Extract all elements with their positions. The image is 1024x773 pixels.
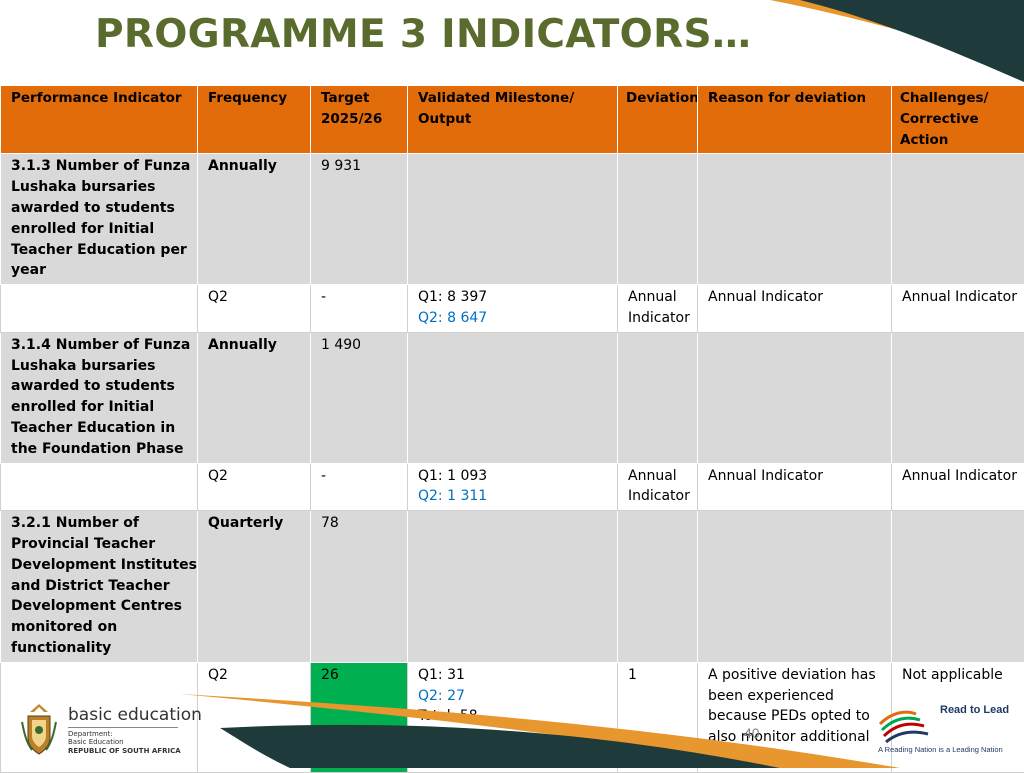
coat-of-arms-icon <box>18 702 60 758</box>
logo-country: REPUBLIC OF SOUTH AFRICA <box>68 747 202 756</box>
deviation-reason: Annual Indicator <box>698 285 892 333</box>
header-performance-indicator: Performance Indicator <box>1 86 198 154</box>
logo-dept-line-2: Basic Education <box>68 738 202 747</box>
deviation-value: Annual Indicator <box>618 285 698 333</box>
indicators-table: Performance Indicator Frequency Target 2… <box>0 85 1024 773</box>
read-to-lead-logo: Read to Lead A Reading Nation is a Leadi… <box>876 700 1016 760</box>
basic-education-logo: basic education Department: Basic Educat… <box>18 700 202 760</box>
page-number: 40 <box>744 725 760 741</box>
empty-cell <box>698 154 892 285</box>
milestone-q1: Q1: 31 <box>418 665 613 686</box>
empty-cell <box>618 154 698 285</box>
indicator-frequency: Annually <box>198 154 311 285</box>
empty-cell <box>618 332 698 463</box>
header-validated-milestone: Validated Milestone/ Output <box>408 86 618 154</box>
read-to-lead-tagline: A Reading Nation is a Leading Nation <box>878 745 1003 754</box>
deviation-reason: Annual Indicator <box>698 463 892 511</box>
milestone-q2: Q2: 8 647 <box>418 308 613 329</box>
milestone-q1: Q1: 8 397 <box>418 287 613 308</box>
indicator-name: 3.1.4 Number of Funza Lushaka bursaries … <box>1 332 198 463</box>
milestone-q1: Q1: 1 093 <box>418 466 613 487</box>
empty-cell <box>892 154 1024 285</box>
page-title: PROGRAMME 3 INDICATORS… <box>95 12 751 57</box>
header-deviation: Deviation <box>618 86 698 154</box>
open-book-icon <box>876 700 946 744</box>
empty-cell <box>698 332 892 463</box>
table-row: Q2 - Q1: 8 397 Q2: 8 647 Annual Indicato… <box>1 285 1024 333</box>
logo-dept-line-1: Department: <box>68 730 202 739</box>
header-challenges: Challenges/ Corrective Action <box>892 86 1024 154</box>
header-target: Target 2025/26 <box>311 86 408 154</box>
quarter-target: - <box>311 463 408 511</box>
indicator-target: 78 <box>311 511 408 663</box>
quarter-target: - <box>311 285 408 333</box>
empty-cell <box>698 511 892 663</box>
header-reason: Reason for deviation <box>698 86 892 154</box>
empty-cell <box>408 511 618 663</box>
challenges-text: Annual Indicator <box>892 285 1024 333</box>
logo-main-text: basic education <box>68 705 202 725</box>
quarter-period: Q2 <box>198 285 311 333</box>
table-header-row: Performance Indicator Frequency Target 2… <box>1 86 1024 154</box>
milestone-cell: Q1: 1 093 Q2: 1 311 <box>408 463 618 511</box>
quarter-period: Q2 <box>198 463 311 511</box>
header-frequency: Frequency <box>198 86 311 154</box>
milestone-cell: Q1: 8 397 Q2: 8 647 <box>408 285 618 333</box>
empty-cell <box>892 332 1024 463</box>
table-row: Q2 - Q1: 1 093 Q2: 1 311 Annual Indicato… <box>1 463 1024 511</box>
indicator-target: 9 931 <box>311 154 408 285</box>
empty-cell <box>892 511 1024 663</box>
empty-cell <box>618 511 698 663</box>
logo-divider <box>68 727 178 728</box>
empty-cell <box>408 154 618 285</box>
empty-cell <box>1 285 198 333</box>
indicator-frequency: Annually <box>198 332 311 463</box>
empty-cell <box>1 463 198 511</box>
deviation-value: Annual Indicator <box>618 463 698 511</box>
milestone-q2: Q2: 1 311 <box>418 486 613 507</box>
table-row: 3.1.4 Number of Funza Lushaka bursaries … <box>1 332 1024 463</box>
empty-cell <box>408 332 618 463</box>
indicator-target: 1 490 <box>311 332 408 463</box>
indicator-name: 3.1.3 Number of Funza Lushaka bursaries … <box>1 154 198 285</box>
indicator-frequency: Quarterly <box>198 511 311 663</box>
table-row: 3.1.3 Number of Funza Lushaka bursaries … <box>1 154 1024 285</box>
indicator-name: 3.2.1 Number of Provincial Teacher Devel… <box>1 511 198 663</box>
read-to-lead-title: Read to Lead <box>940 704 1009 716</box>
challenges-text: Annual Indicator <box>892 463 1024 511</box>
table-row: 3.2.1 Number of Provincial Teacher Devel… <box>1 511 1024 663</box>
